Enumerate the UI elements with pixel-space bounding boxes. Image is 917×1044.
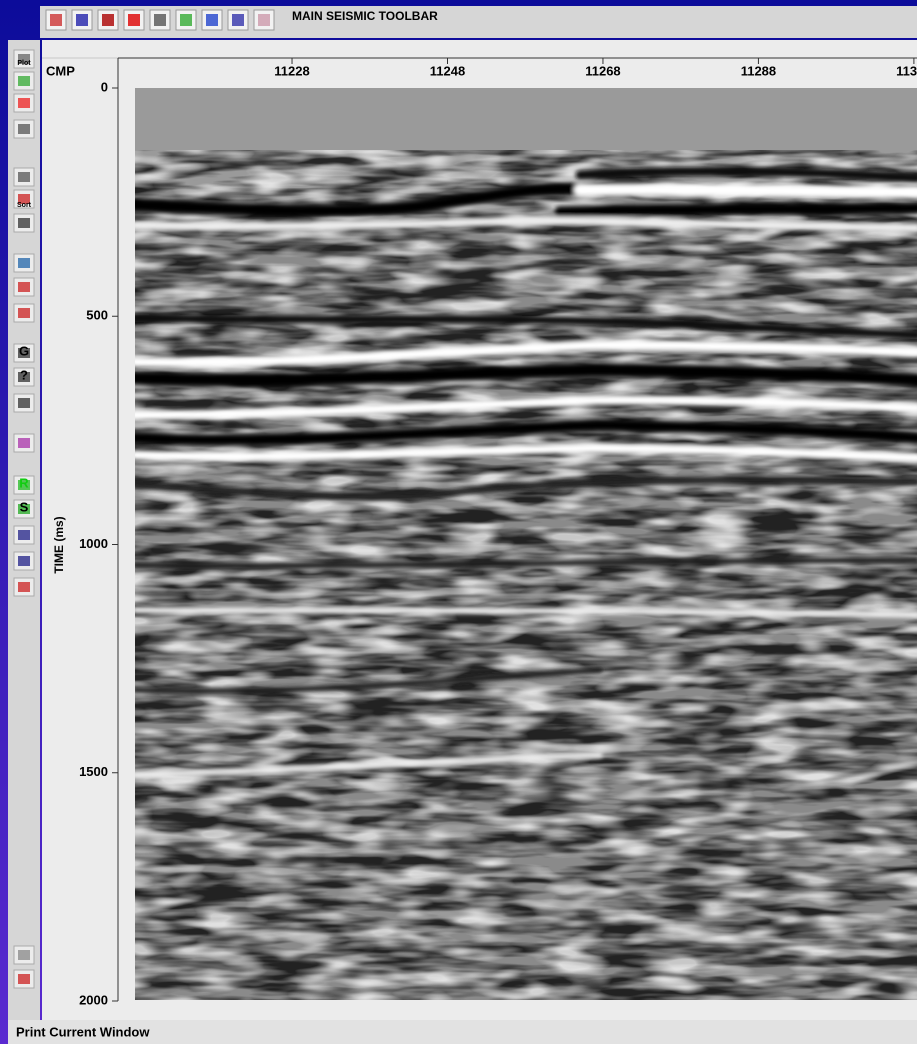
side-icon-label: S	[20, 499, 29, 514]
reflector	[135, 339, 917, 368]
side-icon	[18, 194, 30, 204]
side-icon	[18, 308, 30, 318]
side-icon	[18, 438, 30, 448]
seismic-image	[135, 88, 917, 1000]
top-toolbar	[40, 6, 917, 38]
axes: CMP TIME (ms) 11228 11248 11268 11288 11308 0…	[46, 57, 917, 1007]
toolbar-icon	[232, 14, 244, 26]
toolbar-icon	[50, 14, 62, 26]
x-tick-label: 11268	[585, 63, 620, 78]
reflector	[575, 166, 917, 183]
reflector	[135, 363, 917, 387]
side-icon	[18, 556, 30, 566]
side-icon-label: G	[19, 343, 29, 358]
toolbar-icon	[102, 14, 114, 26]
image-noise-light	[135, 150, 917, 1000]
side-icon-label: Plot	[17, 60, 31, 67]
toolbar-icon	[206, 14, 218, 26]
side-icon	[18, 258, 30, 268]
side-icon	[18, 530, 30, 540]
side-icon	[18, 76, 30, 86]
x-tick-label: 11228	[274, 63, 309, 78]
status-bar	[8, 1020, 917, 1044]
x-tick-label: 11288	[741, 63, 776, 78]
x-tick-label: 11308	[896, 63, 917, 78]
side-icon	[18, 172, 30, 182]
toolbar-title: MAIN SEISMIC TOOLBAR	[292, 9, 438, 23]
side-icon	[18, 504, 30, 514]
y-tick-label: 1500	[79, 764, 108, 779]
side-icon	[18, 124, 30, 134]
toolbar-icon	[154, 14, 166, 26]
reflector	[554, 202, 917, 218]
reflector	[135, 182, 606, 217]
side-icon	[18, 582, 30, 592]
y-axis-label: TIME (ms)	[52, 516, 66, 573]
side-icon	[18, 398, 30, 408]
reflector	[135, 476, 917, 501]
x-tick-label: 11248	[430, 63, 465, 78]
reflector	[135, 419, 917, 446]
toolbar-icon	[128, 14, 140, 26]
reflector	[135, 216, 917, 232]
reflector	[574, 183, 917, 198]
side-icon-label: R	[19, 475, 29, 490]
top-icons	[45, 9, 275, 31]
side-icon	[18, 974, 30, 984]
side-icon	[18, 218, 30, 228]
side-icon	[18, 950, 30, 960]
y-tick-label: 0	[101, 79, 108, 94]
reflector	[135, 752, 603, 778]
side-icon-label: Sort	[17, 202, 32, 209]
side-icons: Plot Sort G? RS	[13, 49, 35, 989]
y-tick-label: 2000	[79, 992, 108, 1007]
toolbar-icon	[180, 14, 192, 26]
side-icon	[18, 348, 30, 358]
x-axis-label: CMP	[46, 63, 75, 78]
reflector	[135, 443, 917, 463]
side-icon	[18, 372, 30, 382]
reflector	[135, 667, 603, 694]
side-icon	[18, 98, 30, 108]
y-tick-label: 500	[86, 308, 108, 323]
reflector	[135, 314, 917, 339]
toolbar-icon	[258, 14, 270, 26]
toolbar-icon	[76, 14, 88, 26]
reflector	[135, 607, 917, 618]
y-tick-label: 1000	[79, 536, 108, 551]
side-icon	[18, 54, 30, 64]
reflector	[135, 395, 917, 420]
side-icon	[18, 282, 30, 292]
side-icon-label: ?	[20, 367, 28, 382]
side-icon	[18, 480, 30, 490]
reflector	[135, 557, 917, 569]
status-text[interactable]: Print Current Window	[16, 1024, 150, 1039]
